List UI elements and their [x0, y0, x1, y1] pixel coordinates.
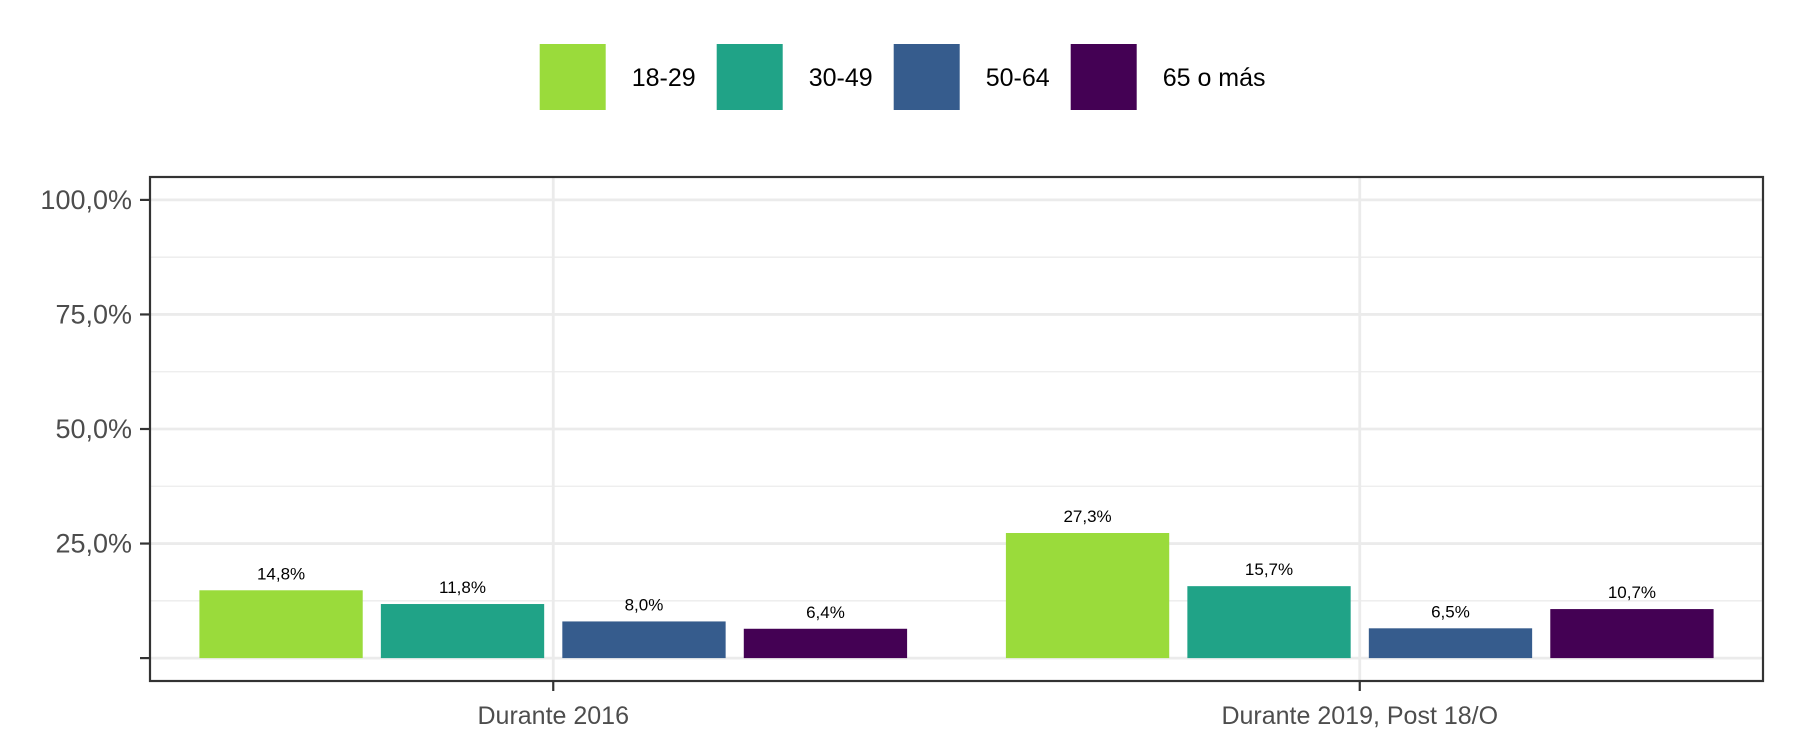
y-tick-label: 100,0%	[40, 185, 132, 215]
legend-key-swatch	[893, 44, 960, 110]
data-label: 10,7%	[1608, 583, 1656, 602]
legend-key-swatch	[716, 44, 783, 110]
bar-50-64-1	[1368, 628, 1533, 659]
data-label: 6,4%	[806, 603, 845, 622]
legend-label: 50-64	[986, 64, 1050, 92]
bar-65-o-más-1	[1550, 609, 1714, 659]
data-label: 15,7%	[1245, 560, 1293, 579]
legend-key-swatch	[539, 44, 606, 110]
x-axis: Durante 2016 Durante 2019, Post 18/O	[477, 681, 1498, 730]
bar-30-49-0	[380, 604, 545, 659]
legend-item: 30-49	[716, 44, 873, 110]
bar-18-29-0	[199, 590, 363, 659]
legend-label: 65 o más	[1163, 64, 1266, 92]
x-tick-label: Durante 2016	[477, 702, 629, 730]
x-tick-label: Durante 2019, Post 18/O	[1221, 702, 1498, 730]
bar-65-o-más-0	[743, 628, 908, 659]
legend-key-swatch	[1070, 44, 1137, 110]
legend-item: 50-64	[893, 44, 1050, 110]
legend-label: 30-49	[809, 64, 873, 92]
legend: 18-29 30-49 50-64 65 o más	[539, 44, 1266, 110]
data-label: 27,3%	[1063, 507, 1111, 526]
bar-18-29-1	[1005, 533, 1170, 659]
data-labels: 14,8% 27,3% 11,8% 15,7% 8,0% 6,5% 6,4% 10,7%	[257, 507, 1656, 622]
legend-item: 65 o más	[1070, 44, 1266, 110]
y-axis: 25,0% 50,0% 75,0% 100,0%	[40, 185, 150, 660]
bar-50-64-0	[562, 621, 726, 659]
data-label: 6,5%	[1431, 602, 1470, 621]
legend-label: 18-29	[632, 64, 696, 92]
y-tick-label: 25,0%	[55, 529, 132, 559]
y-tick-label: 50,0%	[55, 414, 132, 444]
bars	[199, 533, 1714, 659]
bar-30-49-1	[1187, 586, 1351, 659]
y-tick-label: 75,0%	[55, 299, 132, 329]
data-label: 11,8%	[439, 578, 486, 597]
data-label: 8,0%	[625, 595, 664, 614]
legend-item: 18-29	[539, 44, 696, 110]
data-label: 14,8%	[257, 564, 305, 583]
